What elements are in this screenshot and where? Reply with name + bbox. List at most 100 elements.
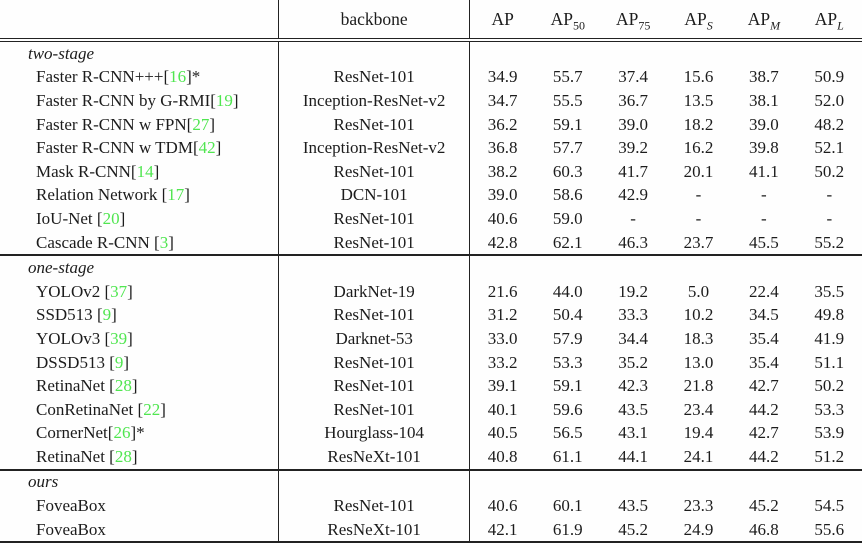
table-row: Relation Network [17] DCN-101 39.0 58.6 … — [0, 183, 862, 208]
citation-bracket-close: ] — [131, 376, 138, 396]
section-row: two-stage — [0, 39, 862, 66]
citation-number[interactable]: 17 — [167, 185, 185, 205]
aps-cell: 23.4 — [683, 399, 714, 419]
apl-cell: 55.6 — [796, 517, 862, 544]
apl-cell: 55.2 — [814, 232, 845, 252]
ap50-cell: 44.0 — [552, 281, 583, 301]
aps-cell: 20.1 — [683, 161, 714, 181]
citation: [17] — [162, 185, 190, 204]
table-row: IoU-Net [20] ResNet-101 40.6 59.0 - - - … — [0, 207, 862, 231]
empty-cell — [600, 39, 666, 66]
apl-cell: 48.2 — [814, 114, 845, 134]
ap75-cell: 45.2 — [600, 517, 666, 544]
citation-number[interactable]: 19 — [215, 90, 233, 110]
ap75-cell: 42.9 — [618, 185, 649, 205]
method-cell: YOLOv2 [37] — [0, 280, 279, 304]
method-name: YOLOv2 — [36, 281, 105, 301]
method-name: ConRetinaNet — [36, 399, 138, 419]
empty-cell — [665, 468, 732, 495]
ap-cell: 36.2 — [469, 112, 536, 137]
citation-number[interactable]: 27 — [192, 114, 210, 134]
citation-bracket-close: ] — [186, 67, 192, 87]
apm-cell: 41.1 — [749, 161, 779, 181]
backbone-cell: Inception-ResNet-v2 — [278, 136, 470, 160]
citation-number[interactable]: 28 — [114, 376, 132, 396]
citation-number[interactable]: 37 — [110, 281, 128, 301]
ap-cell: 38.2 — [469, 159, 536, 184]
backbone-cell: ResNet-101 — [278, 494, 470, 518]
citation-bracket-open: [ — [137, 399, 144, 419]
backbone-cell: ResNeXt-101 — [278, 445, 470, 470]
section-label: one-stage — [28, 258, 95, 278]
section-label: ours — [28, 472, 59, 492]
ap50-cell: 59.1 — [552, 376, 583, 396]
citation-bracket-close: ] — [130, 423, 137, 443]
ap50-cell: 60.1 — [552, 496, 583, 516]
table-row: RetinaNet [28] ResNet-101 39.1 59.1 42.3… — [0, 374, 862, 398]
ap-cell: 40.6 — [469, 494, 536, 518]
apm-cell: 46.8 — [731, 517, 797, 544]
ap50-cell: 59.6 — [552, 399, 583, 419]
backbone-cell: ResNet-101 — [278, 159, 470, 184]
aps-cell: 18.3 — [683, 328, 714, 348]
citation-number[interactable]: 42 — [198, 138, 216, 158]
backbone-cell: DarkNet-19 — [278, 279, 470, 304]
citation-number[interactable]: 9 — [102, 305, 112, 325]
apl-cell: 52.0 — [814, 90, 845, 110]
ap50-cell: 60.3 — [552, 161, 583, 181]
empty-cell — [535, 254, 601, 280]
citation-number[interactable]: 3 — [159, 232, 169, 252]
method-suffix: * — [191, 67, 201, 87]
ap-cell: 39.0 — [469, 183, 536, 208]
citation-number[interactable]: 22 — [143, 399, 161, 419]
citation-bracket-open: [ — [161, 185, 168, 205]
citation-bracket-open: [ — [154, 232, 160, 252]
aps-cell: 24.1 — [683, 446, 714, 466]
aps-cell: 15.6 — [683, 67, 714, 87]
citation-number[interactable]: 16 — [169, 67, 187, 87]
citation-number[interactable]: 39 — [110, 328, 128, 348]
apl-cell: - — [826, 208, 833, 228]
citation-bracket-open: [ — [109, 446, 115, 466]
backbone-cell: Hourglass-104 — [278, 421, 470, 446]
method-name: Faster R-CNN w TDM — [36, 138, 193, 158]
apl-cell: 52.1 — [814, 138, 845, 158]
method-cell: RetinaNet [28] — [0, 374, 279, 398]
apm-cell: 39.8 — [749, 138, 779, 158]
citation-number[interactable]: 20 — [102, 208, 120, 228]
empty-cell — [278, 39, 470, 66]
apm-cell: 45.2 — [749, 496, 779, 516]
method-cell: Faster R-CNN w FPN[27] — [0, 113, 279, 137]
citation-number[interactable]: 9 — [114, 352, 124, 372]
apl-cell: 53.9 — [814, 423, 845, 443]
ap50-cell: 57.9 — [552, 328, 583, 348]
method-cell: Cascade R-CNN [3] — [0, 231, 279, 256]
apm-cell: 35.4 — [749, 352, 779, 372]
method-name: Faster R-CNN w FPN — [36, 114, 187, 134]
citation-number[interactable]: 28 — [114, 446, 132, 466]
apm-cell: 45.5 — [749, 232, 779, 252]
ap50-cell: 55.7 — [552, 67, 583, 87]
citation-bracket-open: [ — [210, 90, 216, 110]
citation-bracket-close: ] — [168, 232, 174, 252]
method-name: FoveaBox — [36, 496, 106, 516]
citation: [28] — [109, 447, 137, 466]
apm-cell: 42.7 — [749, 376, 779, 396]
table-row: Mask R-CNN[14] ResNet-101 38.2 60.3 41.7… — [0, 159, 862, 184]
table-row: FoveaBox ResNet-101 40.6 60.1 43.5 23.3 … — [0, 494, 862, 518]
citation-bracket-close: ] — [119, 208, 126, 228]
empty-cell — [731, 254, 797, 280]
citation: [20] — [97, 209, 125, 228]
header-row: backbone AP AP50 AP75 APS APM APL — [0, 0, 862, 42]
method-name: RetinaNet — [36, 446, 110, 466]
citation-number[interactable]: 14 — [136, 161, 154, 181]
method-name: DSSD513 — [36, 352, 110, 372]
citation-bracket-open: [ — [109, 352, 115, 372]
ap50-cell: 62.1 — [552, 232, 583, 252]
ap75-cell: 43.1 — [618, 423, 649, 443]
citation-number[interactable]: 26 — [113, 423, 131, 443]
empty-cell — [278, 254, 470, 280]
table-row: YOLOv2 [37] DarkNet-19 21.6 44.0 19.2 5.… — [0, 279, 862, 304]
apm-cell: 44.2 — [749, 399, 779, 419]
backbone-cell: ResNet-101 — [278, 350, 470, 375]
